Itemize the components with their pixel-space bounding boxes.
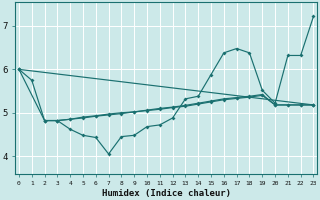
- X-axis label: Humidex (Indice chaleur): Humidex (Indice chaleur): [102, 189, 231, 198]
